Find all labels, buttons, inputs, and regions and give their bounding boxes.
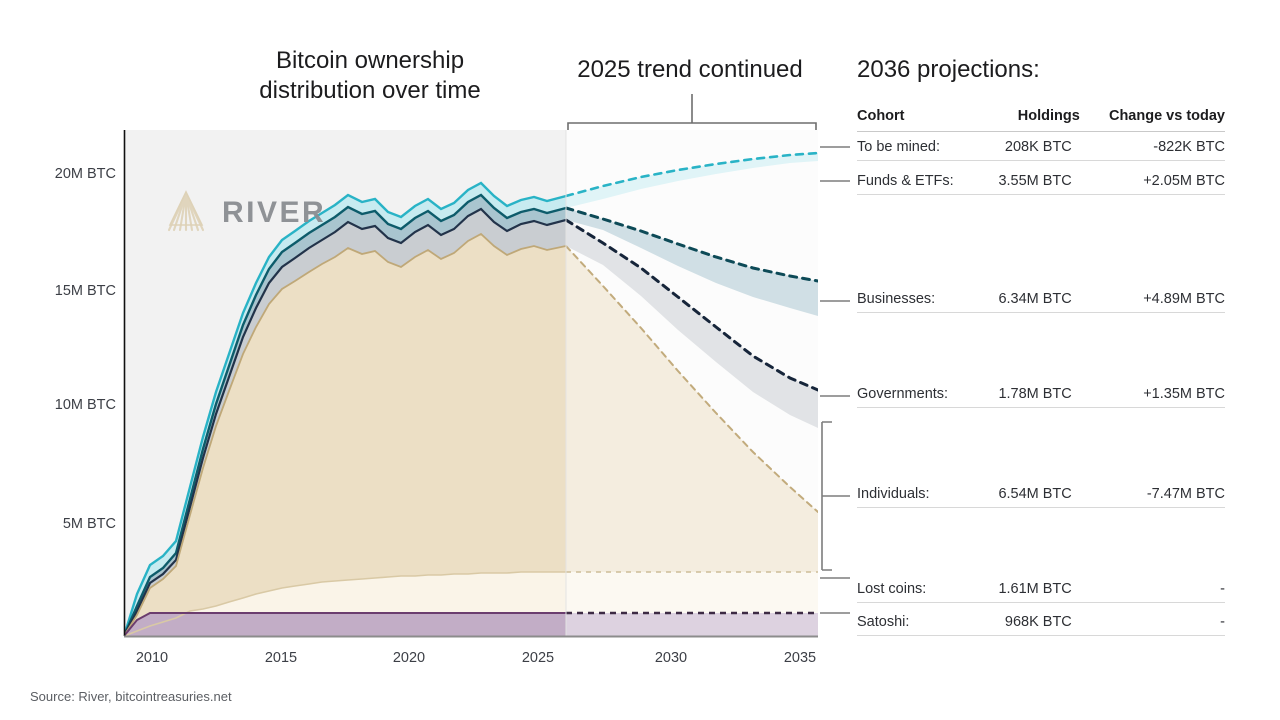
leader-bracket-individuals bbox=[821, 421, 850, 571]
x-tick-2030: 2030 bbox=[654, 650, 688, 666]
area-lost-coins bbox=[124, 572, 818, 636]
y-axis-labels: 20M BTC 15M BTC 10M BTC 5M BTC bbox=[8, 0, 116, 720]
table-row: Funds & ETFs: 3.55M BTC +2.05M BTC bbox=[857, 160, 1225, 195]
chart-title-line-1: Bitcoin ownership bbox=[275, 47, 465, 74]
cell-holdings: 3.55M BTC bbox=[978, 160, 1080, 195]
y-tick-10m: 10M BTC bbox=[54, 397, 116, 413]
cell-cohort: Funds & ETFs: bbox=[857, 160, 978, 195]
river-fan-logo-icon bbox=[167, 190, 205, 232]
line-businesses-governments-projection bbox=[566, 218, 818, 392]
cell-cohort: Satoshi: bbox=[857, 602, 978, 636]
line-individuals-projection bbox=[566, 245, 818, 513]
cell-change: -822K BTC bbox=[1079, 131, 1225, 161]
cell-holdings: 6.34M BTC bbox=[978, 278, 1080, 313]
projection-bracket bbox=[567, 94, 817, 130]
cell-change: +4.89M BTC bbox=[1079, 278, 1225, 313]
leader-lines bbox=[820, 146, 850, 614]
cell-cohort bbox=[857, 313, 978, 374]
line-to-be-mined-history bbox=[124, 181, 566, 636]
cell-change: +1.35M BTC bbox=[1079, 373, 1225, 408]
table-row: Businesses: 6.34M BTC +4.89M BTC bbox=[857, 278, 1225, 313]
projection-boundary-lines bbox=[566, 151, 818, 615]
cell-holdings bbox=[978, 313, 1080, 374]
cell-change bbox=[1080, 408, 1225, 474]
cell-holdings bbox=[978, 508, 1080, 570]
cell-holdings: 968K BTC bbox=[978, 602, 1080, 636]
line-lost-coins-history bbox=[124, 571, 566, 636]
cell-cohort: Lost coins: bbox=[857, 569, 978, 603]
cell-cohort bbox=[857, 195, 978, 279]
cell-holdings: 1.61M BTC bbox=[978, 569, 1080, 603]
chart-title: Bitcoin ownership distribution over time bbox=[190, 46, 550, 106]
cell-holdings: 1.78M BTC bbox=[978, 373, 1080, 408]
projection-table: Cohort Holdings Change vs today To be mi… bbox=[857, 108, 1225, 636]
table-header-row: Cohort Holdings Change vs today bbox=[857, 108, 1225, 132]
x-tick-2010: 2010 bbox=[135, 650, 169, 666]
table-row: Governments: 1.78M BTC +1.35M BTC bbox=[857, 373, 1225, 408]
line-to-be-mined-projection bbox=[566, 151, 818, 198]
table-body: To be mined: 208K BTC -822K BTC Funds & … bbox=[857, 131, 1225, 636]
column-header-cohort: Cohort bbox=[857, 108, 978, 132]
table-row-spacer bbox=[857, 408, 1225, 474]
projection-bracket-title: 2025 trend continued bbox=[577, 56, 803, 83]
area-satoshi bbox=[124, 613, 818, 636]
cell-change bbox=[1080, 313, 1225, 374]
cell-holdings bbox=[978, 195, 1080, 279]
column-header-change: Change vs today bbox=[1079, 108, 1225, 132]
line-funds-etfs-history bbox=[124, 193, 566, 636]
cell-cohort: Businesses: bbox=[857, 278, 978, 313]
watermark: RIVER bbox=[168, 192, 326, 234]
cell-change: +2.05M BTC bbox=[1079, 160, 1225, 195]
table-row-spacer bbox=[857, 313, 1225, 374]
cell-change: -7.47M BTC bbox=[1079, 473, 1225, 508]
cell-cohort: Governments: bbox=[857, 373, 978, 408]
source-attribution: Source: River, bitcointreasuries.net bbox=[30, 689, 232, 704]
table-row-spacer bbox=[857, 195, 1225, 279]
cell-change bbox=[1080, 195, 1225, 279]
x-tick-2015: 2015 bbox=[264, 650, 298, 666]
watermark-text: RIVER bbox=[222, 196, 327, 229]
area-layers bbox=[124, 153, 818, 636]
table-row-spacer bbox=[857, 508, 1225, 570]
table-row: Lost coins: 1.61M BTC - bbox=[857, 569, 1225, 603]
table-row: Individuals: 6.54M BTC -7.47M BTC bbox=[857, 473, 1225, 508]
cell-change bbox=[1080, 508, 1225, 570]
chart-title-line-2: distribution over time bbox=[259, 77, 481, 104]
projection-wash-overlay bbox=[566, 130, 818, 636]
cell-cohort: To be mined: bbox=[857, 131, 978, 161]
line-funds-etfs-projection bbox=[566, 206, 818, 283]
cell-cohort bbox=[857, 408, 978, 474]
x-tick-2025: 2025 bbox=[521, 650, 555, 666]
x-tick-2020: 2020 bbox=[392, 650, 426, 666]
line-satoshi-history bbox=[124, 612, 566, 636]
y-tick-5m: 5M BTC bbox=[62, 516, 116, 532]
cell-holdings bbox=[978, 408, 1080, 474]
cell-holdings: 208K BTC bbox=[978, 131, 1080, 161]
x-tick-2035: 2035 bbox=[783, 650, 817, 666]
line-businesses-governments-history bbox=[124, 207, 566, 636]
y-tick-20m: 20M BTC bbox=[54, 166, 116, 182]
cell-cohort bbox=[857, 508, 978, 570]
cell-change: - bbox=[1079, 569, 1225, 603]
cell-holdings: 6.54M BTC bbox=[978, 473, 1080, 508]
y-tick-15m: 15M BTC bbox=[54, 283, 116, 299]
table-row: Satoshi: 968K BTC - bbox=[857, 602, 1225, 636]
line-individuals-history bbox=[124, 232, 566, 636]
cell-cohort: Individuals: bbox=[857, 473, 978, 508]
projection-table-title: 2036 projections: bbox=[857, 56, 1040, 83]
cell-change: - bbox=[1079, 602, 1225, 636]
history-boundary-lines bbox=[124, 181, 566, 636]
area-individuals bbox=[124, 234, 818, 636]
table-row: To be mined: 208K BTC -822K BTC bbox=[857, 131, 1225, 161]
column-header-holdings: Holdings bbox=[978, 108, 1080, 132]
